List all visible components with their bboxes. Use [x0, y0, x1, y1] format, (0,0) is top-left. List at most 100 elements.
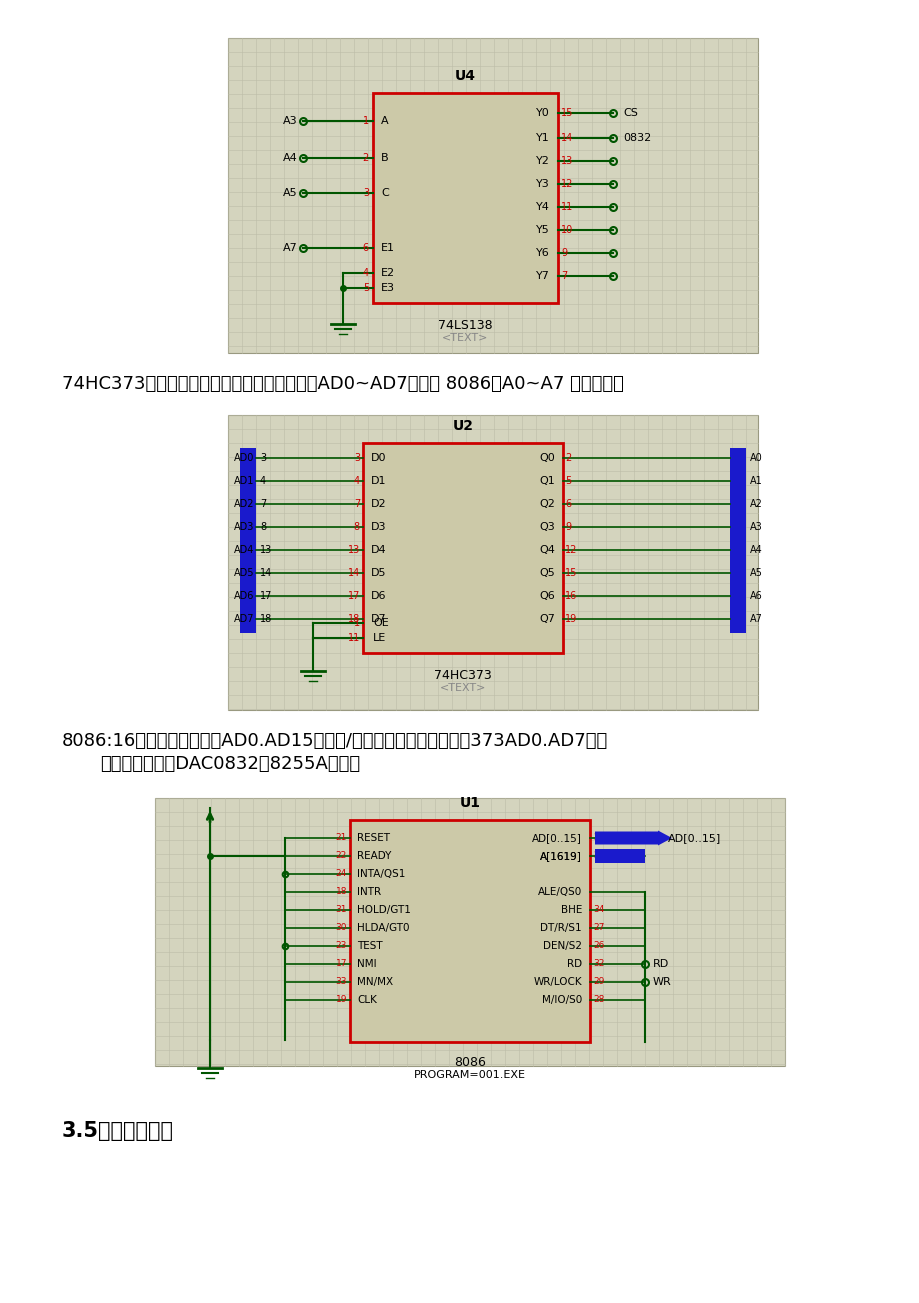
Text: AD5: AD5 — [233, 568, 254, 579]
Text: 9: 9 — [564, 523, 571, 532]
Text: 8086: 8086 — [454, 1055, 485, 1068]
Text: E2: E2 — [380, 268, 394, 278]
Text: A[1619]: A[1619] — [539, 851, 582, 861]
Text: AD4: AD4 — [233, 545, 254, 555]
Text: A3: A3 — [283, 116, 298, 126]
Text: 19: 19 — [335, 995, 346, 1005]
Text: 6: 6 — [564, 499, 571, 509]
Text: 7: 7 — [561, 271, 567, 281]
Text: HLDA/GT0: HLDA/GT0 — [357, 923, 409, 933]
Text: 5: 5 — [564, 476, 571, 486]
Text: 14: 14 — [260, 568, 272, 579]
Text: 33: 33 — [335, 977, 346, 986]
Text: 26: 26 — [593, 942, 604, 950]
Text: 32: 32 — [593, 959, 604, 968]
Text: Q1: Q1 — [539, 476, 554, 486]
Text: A4: A4 — [283, 152, 298, 163]
Text: D4: D4 — [370, 545, 386, 555]
Text: 1: 1 — [354, 618, 359, 628]
Text: D1: D1 — [370, 476, 386, 486]
Text: E3: E3 — [380, 283, 394, 293]
Text: <TEXT>: <TEXT> — [442, 334, 488, 343]
Text: 29: 29 — [593, 977, 604, 986]
Text: U4: U4 — [455, 69, 475, 83]
FancyArrow shape — [595, 830, 671, 846]
Text: 17: 17 — [260, 592, 272, 601]
Text: 17: 17 — [335, 959, 346, 968]
Text: 8086:16位微处理器芯片，AD0.AD15为地址/数据总线，分时复用，与373AD0.AD7相连: 8086:16位微处理器芯片，AD0.AD15为地址/数据总线，分时复用，与37… — [62, 732, 607, 751]
Text: A[1619]: A[1619] — [539, 851, 582, 861]
Text: Y5: Y5 — [536, 225, 550, 235]
Text: D6: D6 — [370, 592, 386, 601]
Text: CS: CS — [622, 108, 637, 119]
Text: 15: 15 — [564, 568, 577, 579]
Text: Q4: Q4 — [539, 545, 554, 555]
Text: OE: OE — [372, 618, 389, 628]
Text: Y2: Y2 — [536, 156, 550, 165]
Text: MN/MX: MN/MX — [357, 977, 392, 986]
Text: CLK: CLK — [357, 995, 377, 1005]
Text: 21: 21 — [335, 834, 346, 843]
Text: 3.5程序流程图：: 3.5程序流程图： — [62, 1121, 174, 1141]
Text: READY: READY — [357, 851, 391, 861]
Text: AD1: AD1 — [233, 476, 254, 486]
Text: TEST: TEST — [357, 941, 382, 951]
Text: DEN/S2: DEN/S2 — [542, 941, 582, 951]
Text: A5: A5 — [283, 188, 298, 198]
Text: U2: U2 — [452, 420, 473, 433]
Text: 24: 24 — [335, 869, 346, 878]
Text: B: B — [380, 152, 388, 163]
Text: 18: 18 — [260, 614, 272, 624]
Text: 7: 7 — [354, 499, 359, 509]
Text: Q5: Q5 — [539, 568, 554, 579]
Text: 74HC373：三态锁存器，这里用来锁存地址，AD0~AD7分别接 8086，A0~A7 为地址信号: 74HC373：三态锁存器，这里用来锁存地址，AD0~AD7分别接 8086，A… — [62, 375, 623, 394]
Text: AD6: AD6 — [233, 592, 254, 601]
Text: Y3: Y3 — [536, 179, 550, 189]
Text: E1: E1 — [380, 242, 394, 253]
Text: WR/LOCK: WR/LOCK — [533, 977, 582, 986]
Bar — [228, 38, 757, 353]
Text: 8: 8 — [354, 523, 359, 532]
Text: NMI: NMI — [357, 959, 376, 969]
Text: 30: 30 — [335, 924, 346, 933]
Text: AD2: AD2 — [233, 499, 254, 509]
Text: 10: 10 — [561, 225, 573, 235]
Text: 11: 11 — [561, 202, 573, 212]
Text: 2: 2 — [564, 453, 571, 463]
Text: A5: A5 — [749, 568, 762, 579]
Text: AD7: AD7 — [233, 614, 254, 624]
Text: 13: 13 — [347, 545, 359, 555]
Text: 2: 2 — [362, 152, 369, 163]
Text: AD[0..15]: AD[0..15] — [531, 833, 582, 843]
Text: Q6: Q6 — [539, 592, 554, 601]
Text: 14: 14 — [561, 133, 573, 143]
Text: WR: WR — [652, 977, 671, 986]
Text: 74HC373: 74HC373 — [434, 668, 492, 681]
Text: AD[0..15]: AD[0..15] — [667, 833, 720, 843]
Text: 18: 18 — [335, 887, 346, 896]
Text: 0832: 0832 — [622, 133, 651, 143]
Text: 15: 15 — [561, 108, 573, 119]
Text: DT/R/S1: DT/R/S1 — [539, 923, 582, 933]
Text: 8: 8 — [260, 523, 266, 532]
Bar — [349, 820, 589, 1042]
Text: A3: A3 — [749, 523, 762, 532]
Text: D5: D5 — [370, 568, 386, 579]
Text: RD: RD — [652, 959, 668, 969]
Text: 17: 17 — [347, 592, 359, 601]
Text: 16: 16 — [564, 592, 576, 601]
Text: Y1: Y1 — [536, 133, 550, 143]
Text: <TEXT>: <TEXT> — [439, 683, 485, 693]
Text: 14: 14 — [347, 568, 359, 579]
Text: M/IO/S0: M/IO/S0 — [541, 995, 582, 1005]
Text: D3: D3 — [370, 523, 386, 532]
Text: 26: 26 — [593, 851, 604, 860]
Text: C: C — [380, 188, 389, 198]
Bar — [729, 448, 745, 633]
Text: ALE/QS0: ALE/QS0 — [538, 887, 582, 896]
Text: 13: 13 — [260, 545, 272, 555]
Text: 6: 6 — [362, 242, 369, 253]
Bar — [363, 443, 562, 653]
Text: Q3: Q3 — [539, 523, 554, 532]
Text: 25: 25 — [593, 834, 604, 843]
